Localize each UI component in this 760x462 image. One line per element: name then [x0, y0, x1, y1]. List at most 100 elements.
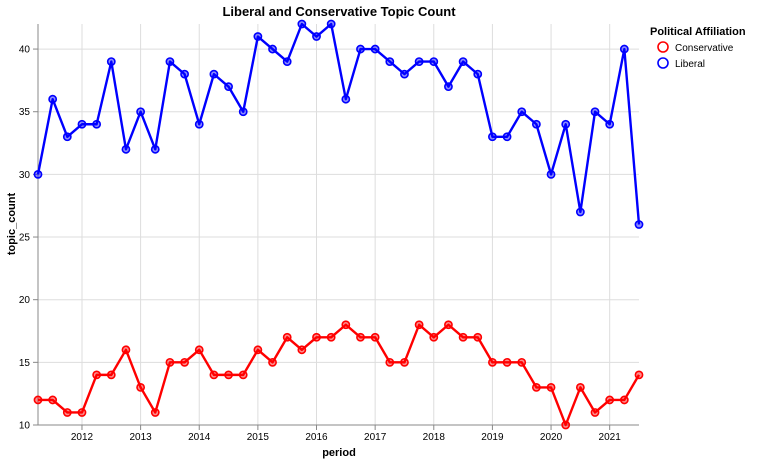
- data-point-liberal: [619, 44, 629, 54]
- data-point-conservative: [619, 395, 629, 405]
- data-point-liberal: [517, 107, 527, 117]
- data-point-liberal: [121, 144, 131, 154]
- data-point-conservative: [297, 345, 307, 355]
- x-tick-label: 2016: [305, 432, 328, 443]
- legend-label-conservative: Conservative: [675, 43, 734, 54]
- legend-liberal-symbol: [657, 57, 669, 69]
- data-point-liberal: [224, 82, 233, 92]
- x-tick-label: 2013: [129, 432, 152, 443]
- data-point-liberal: [165, 57, 175, 66]
- data-point-conservative: [77, 408, 87, 417]
- data-point-conservative: [546, 383, 556, 392]
- data-point-conservative: [502, 357, 512, 367]
- series-lines: [36, 22, 641, 427]
- data-point-liberal: [92, 119, 102, 129]
- data-point-conservative: [150, 408, 160, 417]
- data-point-conservative: [282, 332, 292, 342]
- data-point-conservative: [224, 370, 233, 380]
- data-point-liberal: [48, 94, 58, 104]
- legend-item-liberal: Liberal: [657, 57, 705, 70]
- data-point-liberal: [106, 57, 116, 66]
- data-point-liberal: [605, 119, 615, 129]
- data-point-conservative: [458, 332, 468, 342]
- data-point-conservative: [194, 345, 204, 355]
- legend-title: Political Affiliation: [650, 26, 746, 38]
- data-point-conservative: [634, 370, 644, 380]
- data-point-conservative: [356, 332, 365, 342]
- data-point-conservative: [106, 370, 116, 380]
- data-point-conservative: [165, 357, 175, 367]
- data-point-conservative: [268, 357, 277, 367]
- x-tick-label: 2019: [481, 432, 504, 443]
- data-point-conservative: [561, 420, 571, 430]
- data-point-liberal: [136, 107, 146, 117]
- data-point-conservative: [385, 357, 395, 367]
- data-point-conservative: [488, 357, 497, 367]
- data-point-conservative: [33, 395, 43, 405]
- data-point-liberal: [634, 220, 644, 229]
- y-tick-label: 25: [19, 233, 31, 244]
- data-point-liberal: [575, 207, 585, 217]
- data-point-liberal: [268, 44, 277, 54]
- data-point-conservative: [48, 395, 58, 405]
- series-line-conservative: [38, 323, 641, 427]
- x-tick-label: 2018: [423, 432, 446, 443]
- data-point-conservative: [253, 345, 263, 355]
- data-point-conservative: [326, 332, 336, 342]
- data-point-liberal: [180, 69, 189, 79]
- data-point-liberal: [282, 57, 292, 66]
- data-point-conservative: [180, 357, 189, 367]
- x-axis-title: period: [322, 447, 356, 459]
- x-tick-label: 2014: [188, 432, 211, 443]
- data-point-conservative: [444, 320, 453, 330]
- y-axis-title: topic_count: [6, 193, 18, 256]
- data-point-conservative: [238, 370, 248, 380]
- data-point-conservative: [121, 345, 131, 355]
- data-point-liberal: [561, 119, 571, 129]
- data-point-liberal: [77, 119, 87, 129]
- gridlines: [38, 24, 639, 426]
- data-point-liberal: [62, 132, 72, 142]
- data-point-liberal: [458, 57, 468, 66]
- y-tick-label: 30: [19, 170, 31, 181]
- data-point-liberal: [297, 19, 307, 29]
- data-point-liberal: [502, 132, 512, 142]
- data-point-conservative: [531, 383, 541, 392]
- data-points: [33, 19, 644, 430]
- data-point-liberal: [546, 169, 556, 179]
- data-point-liberal: [590, 107, 600, 117]
- data-point-liberal: [385, 57, 395, 66]
- data-point-liberal: [400, 69, 409, 79]
- y-tick-label: 10: [19, 421, 31, 432]
- data-point-conservative: [414, 320, 424, 330]
- data-point-liberal: [531, 119, 541, 129]
- data-point-liberal: [209, 69, 219, 79]
- data-point-liberal: [238, 107, 248, 117]
- y-tick-label: 20: [19, 295, 31, 306]
- data-point-conservative: [370, 332, 380, 342]
- data-point-conservative: [590, 408, 600, 417]
- legend-label-liberal: Liberal: [675, 59, 705, 70]
- data-point-liberal: [150, 144, 160, 154]
- y-tick-label: 35: [19, 107, 31, 118]
- y-tick-label: 15: [19, 358, 31, 369]
- chart-title: Liberal and Conservative Topic Count: [222, 4, 456, 19]
- data-point-liberal: [414, 57, 424, 66]
- data-point-liberal: [370, 44, 380, 54]
- x-tick-label: 2012: [71, 432, 94, 443]
- data-point-conservative: [136, 383, 146, 392]
- data-point-liberal: [356, 44, 365, 54]
- series-line-liberal: [36, 22, 641, 225]
- data-point-conservative: [605, 395, 615, 405]
- data-point-liberal: [429, 57, 439, 66]
- data-point-liberal: [341, 94, 351, 104]
- data-point-liberal: [473, 69, 483, 79]
- data-point-liberal: [253, 32, 263, 41]
- data-point-liberal: [312, 32, 321, 41]
- data-point-liberal: [488, 132, 497, 142]
- data-point-liberal: [194, 119, 204, 129]
- data-point-conservative: [517, 357, 527, 367]
- y-tick-label: 40: [19, 45, 31, 56]
- x-tick-label: 2017: [364, 432, 387, 443]
